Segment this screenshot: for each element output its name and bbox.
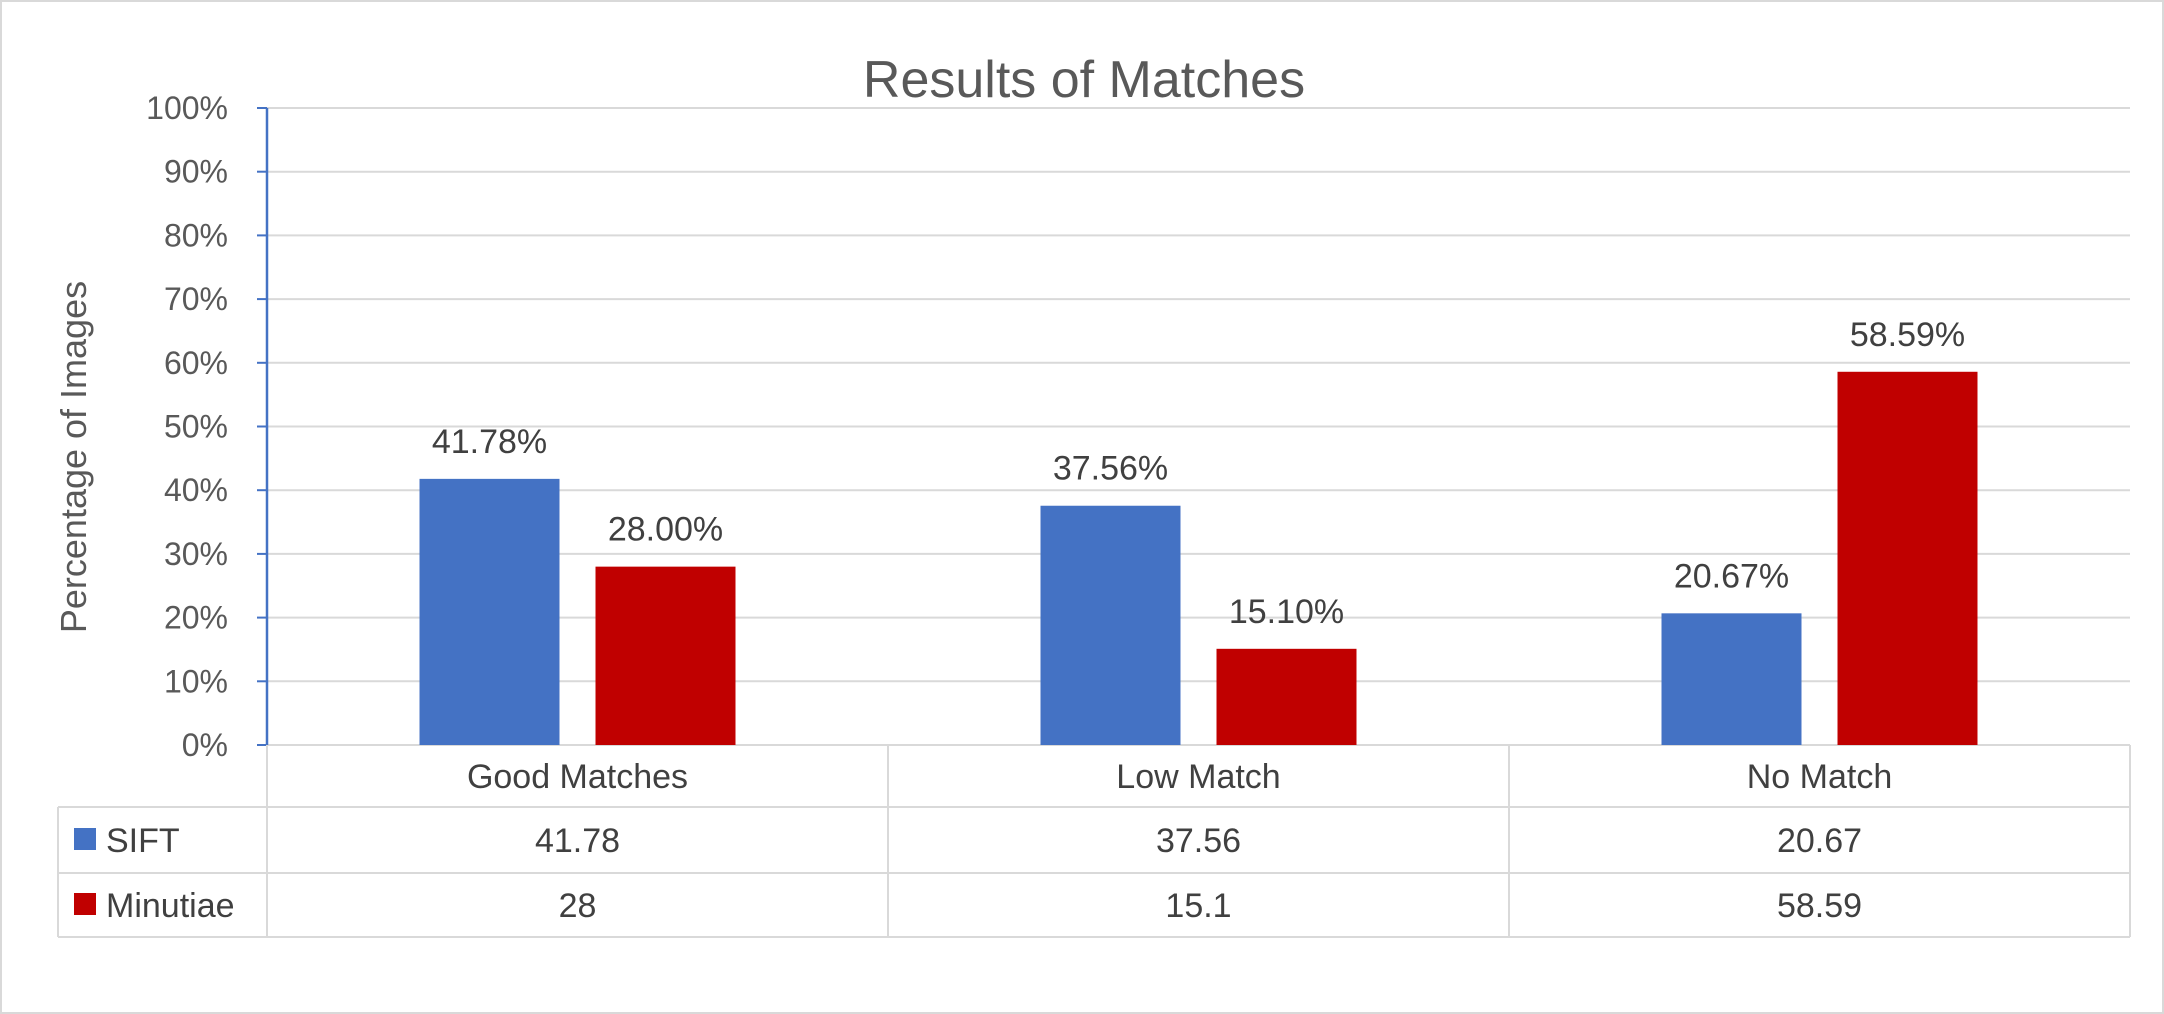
y-tick-label: 10% bbox=[164, 663, 228, 699]
data-label-minutiae-no-match: 58.59% bbox=[1850, 316, 1965, 354]
y-tick-label: 80% bbox=[164, 217, 228, 253]
data-label-sift-no-match: 20.67% bbox=[1674, 557, 1789, 595]
bar-minutiae-no-match bbox=[1837, 371, 1978, 745]
chart-title: Results of Matches bbox=[863, 51, 1305, 109]
y-axis-label: Percentage of Images bbox=[53, 281, 94, 633]
bar-sift-low-match bbox=[1040, 505, 1181, 745]
table-value-minutiae-good-matches: 28 bbox=[559, 887, 597, 925]
gridlines bbox=[267, 107, 2130, 746]
bar-minutiae-good-matches bbox=[595, 566, 736, 745]
legend-key-minutiae bbox=[74, 893, 96, 915]
y-tick-label: 30% bbox=[164, 536, 228, 572]
y-tick-label: 50% bbox=[164, 409, 228, 445]
bar-minutiae-low-match bbox=[1216, 648, 1357, 745]
x-category-label-no-match: No Match bbox=[1747, 758, 1893, 796]
y-tick-label: 60% bbox=[164, 345, 228, 381]
bar-sift-good-matches bbox=[419, 478, 560, 745]
data-label-minutiae-low-match: 15.10% bbox=[1229, 593, 1344, 631]
y-tick-label: 20% bbox=[164, 600, 228, 636]
bar-sift-no-match bbox=[1661, 613, 1802, 745]
y-tick-label: 40% bbox=[164, 472, 228, 508]
bars bbox=[419, 371, 1978, 745]
data-label-minutiae-good-matches: 28.00% bbox=[608, 511, 723, 549]
data-labels: 41.78% 28.00% 37.56% 15.10% 20.67% 58.59% bbox=[432, 316, 1965, 631]
legend-label-sift: SIFT bbox=[106, 822, 180, 860]
y-axis-ticks: 0% 10% 20% 30% 40% 50% 60% 70% 80% 90% 100% bbox=[146, 90, 228, 763]
table-value-minutiae-no-match: 58.59 bbox=[1777, 887, 1862, 925]
y-tick-label: 100% bbox=[146, 90, 228, 126]
y-axis bbox=[257, 107, 269, 746]
table-value-minutiae-low-match: 15.1 bbox=[1165, 887, 1231, 925]
y-tick-label: 0% bbox=[182, 727, 228, 763]
legend-label-minutiae: Minutiae bbox=[106, 887, 235, 925]
y-tick-label: 70% bbox=[164, 281, 228, 317]
table-value-sift-no-match: 20.67 bbox=[1777, 822, 1862, 860]
y-tick-label: 90% bbox=[164, 154, 228, 190]
table-value-sift-good-matches: 41.78 bbox=[535, 822, 620, 860]
data-table: Good Matches Low Match No Match SIFT 41.78 37… bbox=[57, 745, 2131, 938]
x-category-label-low-match: Low Match bbox=[1116, 758, 1280, 796]
table-value-sift-low-match: 37.56 bbox=[1156, 822, 1241, 860]
x-category-label-good-matches: Good Matches bbox=[467, 758, 688, 796]
legend-key-sift bbox=[74, 828, 96, 850]
data-label-sift-low-match: 37.56% bbox=[1053, 450, 1168, 488]
data-label-sift-good-matches: 41.78% bbox=[432, 423, 547, 461]
